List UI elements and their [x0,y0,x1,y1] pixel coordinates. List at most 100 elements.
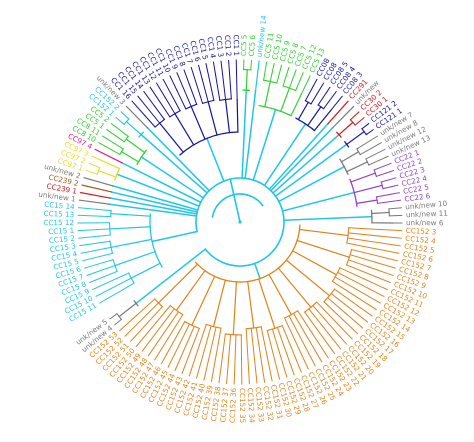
internal-branch [281,324,292,349]
internal-branch [207,101,218,136]
tip-branch [290,346,302,373]
tip-branch [347,232,402,239]
tip-branch [89,276,104,284]
tip-branch [91,155,101,161]
tip-branch [92,272,130,291]
internal-branch [316,301,338,325]
tip-branch [255,327,266,383]
tip-branch [361,122,370,130]
internal-branch [174,112,195,146]
tip-branch [373,162,392,171]
internal-branch [280,87,291,113]
internal-branch [306,105,322,127]
tip-branch [356,135,379,150]
internal-branch [153,105,166,121]
tip-branch [367,266,394,277]
tip-branch [365,148,386,160]
clade-stem [140,156,205,199]
tip-label: CC152 35 [238,388,247,423]
tip-label: CC15 12 [43,218,74,227]
tip-branch [336,271,385,298]
tip-branch [344,312,364,329]
tip-branch [79,191,111,199]
internal-branch [156,308,175,333]
internal-branch [145,305,164,325]
tip-branch [167,342,181,368]
clade-stem [241,89,248,179]
internal-branch [114,250,156,267]
tip-branch [197,64,203,80]
tip-branch [276,64,283,84]
tip-branch [311,333,329,359]
tip-branch [84,263,98,269]
internal-branch [375,172,387,177]
tip-branch [155,82,167,99]
backbone-link [229,178,235,196]
tip-branch [375,192,400,198]
internal-branch [191,327,200,349]
tip-branch [390,184,399,188]
tip-label: CC152 33 [253,387,266,423]
tip-label: CC1 2 [223,35,233,57]
clade-stem [263,122,307,187]
tip-label: CC5 5 [239,34,249,56]
internal-branch [125,120,142,136]
tip-branch [356,116,365,124]
tip-branch [218,333,226,384]
internal-branch [227,333,232,363]
tip-branch [312,78,318,87]
tip-branch [77,228,111,232]
tip-branch [220,60,227,101]
tip-label: CC15 3 [49,241,76,254]
tip-branch [160,320,186,365]
internal-branch [175,269,206,312]
tip-branch [254,60,260,92]
clade-stem [271,133,341,194]
tip-label: CC15 2 [48,234,75,246]
internal-branch [359,147,373,156]
tip-branch [325,86,331,94]
clade-stem [268,122,330,191]
internal-branch [247,280,255,329]
tip-branch [137,95,161,124]
internal-branch [96,208,112,212]
internal-branch [125,138,146,154]
tip-label: CC152 3 [406,226,437,237]
internal-branch [295,79,301,92]
internal-branch [224,98,231,134]
tip-branch [147,311,180,357]
tip-branch [115,116,125,126]
tip-branch [310,82,325,105]
tip-branch [366,129,374,135]
clade-stem [253,262,261,280]
internal-arc [123,135,129,143]
tip-branch [378,155,389,161]
internal-branch [109,226,151,230]
internal-branch [228,71,232,100]
root-node [238,220,242,224]
tip-branch [141,330,158,352]
internal-branch [350,172,377,183]
tip-branch [135,304,171,348]
tip-label: CC15 13 [43,209,74,219]
tip-branch [149,86,171,118]
internal-arc [183,320,201,330]
internal-branch [157,263,199,304]
tip-branch [235,59,238,101]
internal-branch [158,122,185,153]
tip-branch [119,314,138,332]
internal-branch [110,212,151,217]
internal-branch [285,259,331,297]
internal-branch [107,138,124,150]
tip-branch [276,326,295,376]
tip-branch [250,59,253,71]
tip-branch [331,105,355,129]
tip-branch [129,323,148,343]
tip-branch [245,328,250,385]
clade-stem [140,133,209,194]
tip-branch [349,111,360,121]
tip-label: CC1 5 [197,38,210,61]
tip-branch [322,90,337,110]
tip-branch [288,69,297,89]
